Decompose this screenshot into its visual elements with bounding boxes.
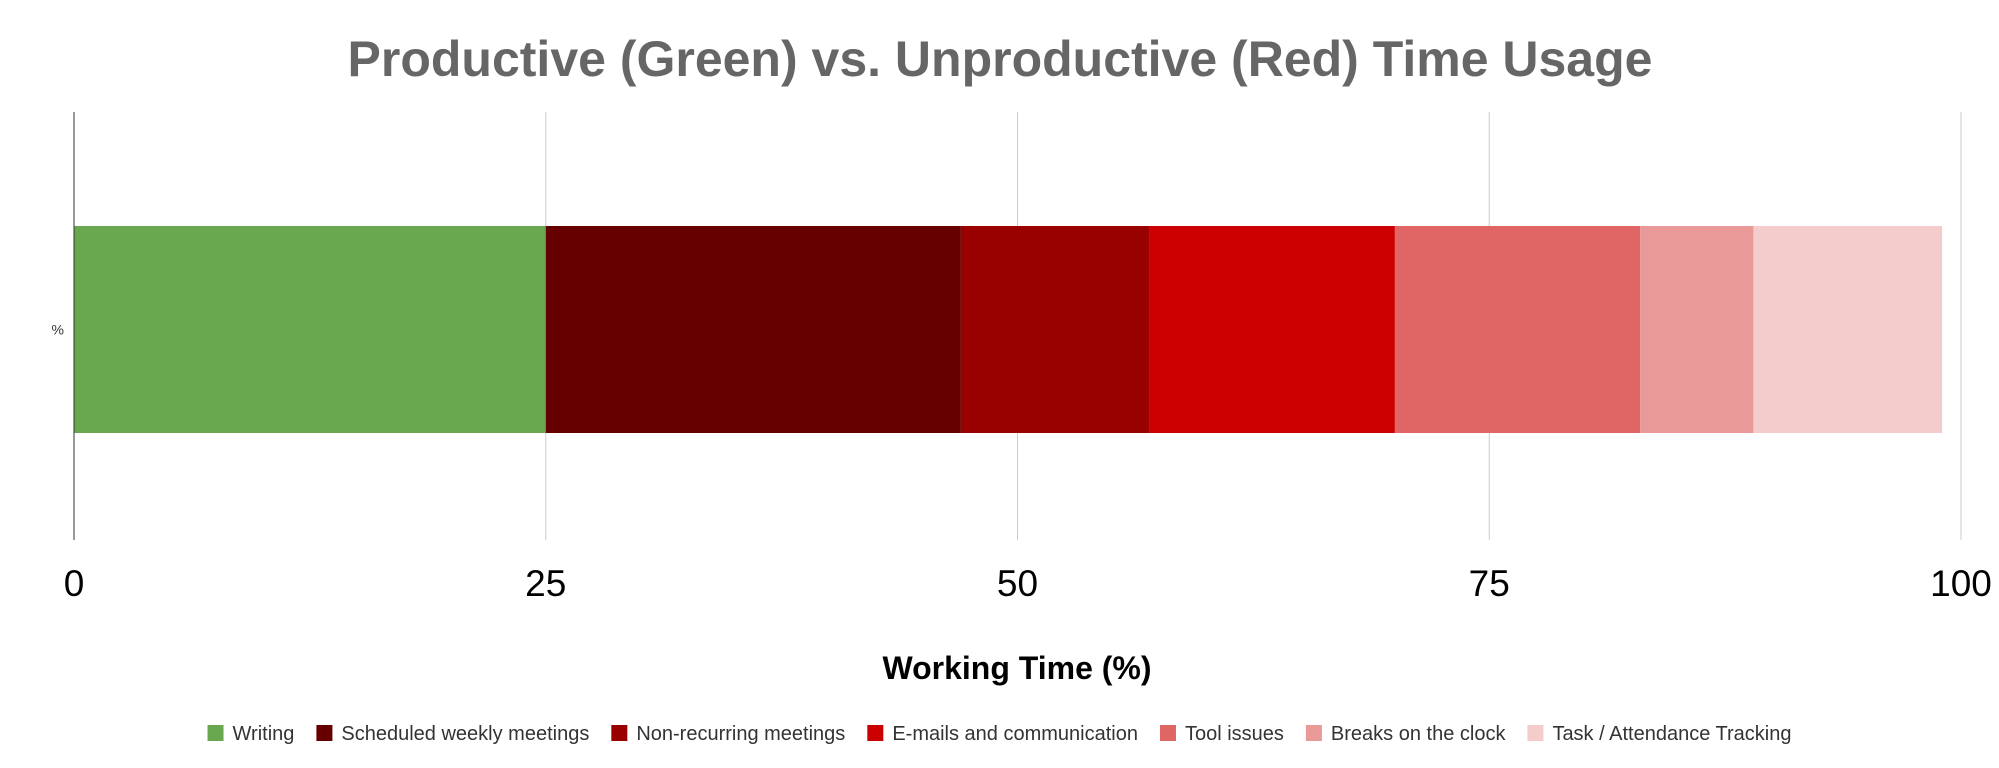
chart-title: Productive (Green) vs. Unproductive (Red… xyxy=(348,31,1653,87)
bar-segment xyxy=(960,226,1150,433)
legend-swatch xyxy=(1159,725,1176,741)
bar-segment xyxy=(545,226,961,433)
legend-swatch xyxy=(867,725,884,741)
legend-label: Tool issues xyxy=(1185,723,1284,745)
legend-swatch xyxy=(207,725,224,741)
legend-label: Writing xyxy=(233,723,295,745)
bar-segment xyxy=(1640,226,1754,433)
x-tick-label: 25 xyxy=(525,563,566,604)
legend-label: E-mails and communication xyxy=(892,723,1138,745)
legend-label: Task / Attendance Tracking xyxy=(1552,723,1791,745)
legend-swatch xyxy=(316,725,333,741)
x-tick-label: 100 xyxy=(1930,563,1992,604)
bar-segments xyxy=(74,226,1943,433)
legend-swatch xyxy=(1527,725,1544,741)
x-tick-label: 75 xyxy=(1469,563,1510,604)
x-tick-label: 50 xyxy=(997,563,1038,604)
bar-segment xyxy=(1394,226,1641,433)
legend-label: Non-recurring meetings xyxy=(636,723,845,745)
bar-segment xyxy=(1149,226,1395,433)
bar-segment xyxy=(1753,226,1943,433)
x-tick-label: 0 xyxy=(64,563,85,604)
y-category-label: % xyxy=(52,322,64,338)
legend-label: Scheduled weekly meetings xyxy=(341,723,589,745)
bar-segment xyxy=(74,226,546,433)
x-tick-labels: 0 25 50 75 100 xyxy=(64,563,1992,604)
legend: Writing Scheduled weekly meetings Non-recu… xyxy=(207,723,1791,745)
legend-label: Breaks on the clock xyxy=(1331,723,1507,745)
y-category-labels: % xyxy=(52,322,64,338)
legend-swatch xyxy=(1305,725,1322,741)
x-axis-label: Working Time (%) xyxy=(882,650,1151,686)
legend-swatch xyxy=(611,725,628,741)
